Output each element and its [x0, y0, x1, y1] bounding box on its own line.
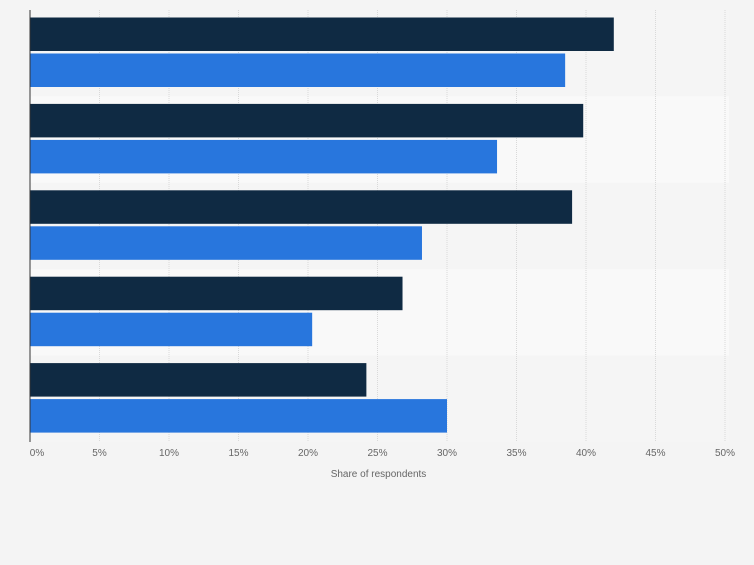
bar-series-2: [30, 139, 498, 174]
x-tick-label: 45%: [645, 448, 665, 459]
bar-series-1: [30, 103, 584, 138]
x-tick-label: 20%: [298, 448, 318, 459]
bar-series-2: [30, 399, 447, 433]
bar-series-2: [30, 53, 566, 87]
bar-series-1: [30, 190, 573, 224]
x-tick-label: 50%: [715, 448, 735, 459]
bar-series-1: [30, 363, 367, 397]
x-axis-title: Share of respondents: [331, 469, 427, 480]
x-tick-label: 30%: [437, 448, 457, 459]
bar-series-2: [30, 312, 313, 347]
x-tick-label: 10%: [159, 448, 179, 459]
x-tick-label: 0%: [30, 448, 45, 459]
x-tick-label: 15%: [228, 448, 248, 459]
bar-series-1: [30, 17, 614, 51]
x-tick-label: 35%: [506, 448, 526, 459]
bar-series-1: [30, 276, 403, 311]
x-tick-label: 25%: [367, 448, 387, 459]
x-tick-label: 40%: [576, 448, 596, 459]
x-tick-label: 5%: [92, 448, 107, 459]
bar-series-2: [30, 226, 422, 260]
